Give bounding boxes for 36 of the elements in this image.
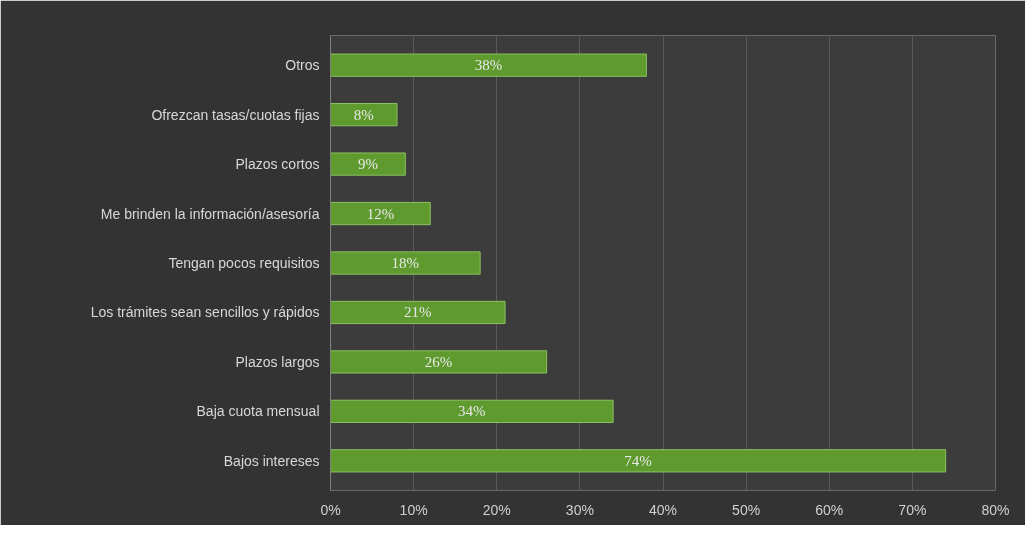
bar — [330, 350, 548, 374]
bar — [330, 201, 431, 226]
x-tick-label: 70% — [898, 501, 927, 518]
data-label: 21% — [404, 304, 432, 321]
y-tick-label: Me brinden la información/asesoría — [100, 205, 320, 222]
bar — [330, 449, 947, 473]
data-label: 26% — [424, 353, 453, 370]
data-label: 12% — [366, 205, 395, 222]
bar — [330, 152, 406, 176]
data-label: 34% — [458, 403, 486, 420]
bar — [330, 251, 481, 275]
x-tick-label: 30% — [565, 501, 594, 518]
y-tick-label: Tengan pocos requisitos — [168, 255, 320, 271]
data-label: 74% — [624, 452, 652, 469]
bar — [330, 300, 506, 325]
y-tick-label: Otros — [285, 57, 320, 74]
x-tick-label: 60% — [815, 501, 844, 518]
data-label: 38% — [474, 57, 503, 74]
y-tick-label: Plazos cortos — [235, 156, 320, 173]
x-tick-label: 10% — [399, 501, 428, 518]
x-tick-label: 20% — [482, 501, 511, 518]
data-label: 9% — [357, 156, 378, 173]
data-label: 18% — [391, 255, 420, 271]
y-tick-label: Bajos intereses — [223, 452, 320, 469]
bar — [330, 103, 398, 127]
y-tick-label: Ofrezcan tasas/cuotas fijas — [151, 106, 320, 123]
y-tick-label: Baja cuota mensual — [196, 403, 320, 420]
y-tick-label: Los trámites sean sencillos y rápidos — [90, 304, 320, 321]
data-label: 8% — [353, 106, 374, 123]
x-tick-label: 0% — [320, 501, 341, 518]
x-tick-label: 80% — [981, 501, 1010, 518]
bar — [330, 53, 647, 77]
x-tick-label: 40% — [648, 501, 678, 518]
bar — [330, 399, 614, 423]
y-tick-label: Plazos largos — [235, 353, 320, 370]
x-tick-label: 50% — [732, 501, 761, 518]
